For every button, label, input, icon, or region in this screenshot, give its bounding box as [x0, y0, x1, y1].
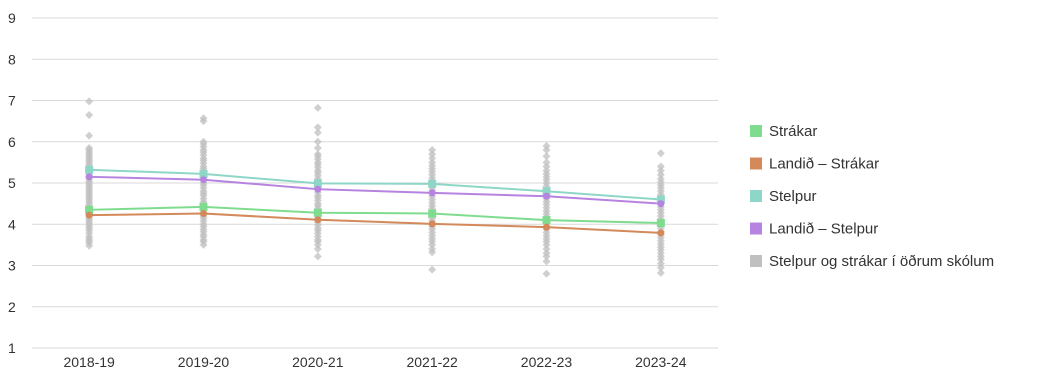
scatter-point	[656, 263, 665, 272]
x-tick-label: 2019-20	[178, 354, 230, 370]
legend-swatch	[750, 255, 762, 267]
scatter-point	[85, 131, 94, 140]
series-point	[85, 211, 93, 219]
scatter-point	[428, 146, 437, 154]
series-point	[313, 179, 322, 188]
legend-swatch	[750, 157, 762, 170]
x-axis: 2018-19 2019-20 2020-21 2021-22 2022-23 2023-…	[63, 354, 686, 370]
x-tick-label: 2018-19	[63, 354, 115, 370]
legend-label: Strákar	[769, 123, 817, 140]
series-point	[656, 195, 665, 204]
scatter-point	[313, 128, 322, 137]
scatter-point	[656, 174, 665, 183]
legend-label: Landið – Stelpur	[769, 221, 878, 238]
scatter-point	[542, 249, 551, 258]
series-point	[657, 200, 665, 208]
series-point	[85, 165, 94, 174]
y-tick-label: 6	[8, 134, 16, 150]
legend-label: Stelpur og strákar í öðrum skólum	[769, 253, 994, 270]
x-tick-label: 2022-23	[521, 354, 573, 370]
scatter-point	[85, 110, 94, 119]
scatter-point	[542, 166, 551, 175]
scatter-point	[428, 265, 437, 274]
y-tick-label: 7	[8, 93, 16, 109]
series-point	[314, 216, 322, 224]
series-lines	[89, 168, 661, 234]
x-tick-label: 2023-24	[635, 354, 687, 370]
legend-swatch	[750, 222, 762, 235]
series-point	[542, 187, 551, 196]
scatter-point	[428, 150, 437, 159]
y-tick-label: 5	[8, 175, 16, 191]
scatter-point	[313, 103, 322, 112]
series-line	[89, 168, 661, 201]
scatter-point	[313, 252, 322, 261]
legend-swatch	[750, 190, 762, 202]
y-tick-label: 8	[8, 51, 16, 67]
scatter-point	[542, 245, 551, 253]
series-line	[89, 175, 661, 205]
scatter-point	[313, 150, 322, 159]
series-point	[85, 173, 93, 181]
scatter-point	[542, 152, 551, 161]
scatter-points	[85, 97, 665, 278]
series-point	[85, 205, 94, 214]
scatter-point	[428, 154, 437, 163]
series-point	[313, 208, 322, 217]
series-point	[542, 216, 551, 225]
legend: Strákar Landið – Strákar Stelpur Landið – S…	[750, 123, 994, 270]
y-axis: 1 2 3 4 5 6 7 8 9	[8, 10, 16, 356]
series-point	[543, 223, 550, 231]
scatter-point	[428, 158, 437, 167]
scatter-point	[542, 141, 551, 150]
scatter-point	[656, 162, 665, 171]
series-point	[199, 169, 208, 178]
scatter-point	[656, 268, 665, 277]
series-point	[428, 220, 436, 228]
scatter-point	[542, 269, 551, 278]
scatter-point	[542, 158, 551, 167]
series-point	[543, 192, 550, 200]
x-tick-label: 2021-22	[406, 354, 458, 370]
series-point	[428, 189, 436, 197]
scatter-point	[542, 257, 551, 266]
y-tick-label: 2	[8, 299, 16, 315]
scatter-point	[656, 259, 665, 268]
scatter-point	[313, 137, 322, 146]
scatter-point	[199, 137, 208, 146]
series-markers	[85, 165, 665, 237]
series-point	[428, 209, 437, 218]
scatter-point	[313, 245, 322, 253]
scatter-point	[542, 162, 551, 171]
scatter-point	[428, 245, 437, 253]
scatter-point	[313, 123, 322, 132]
scatter-point	[656, 170, 665, 179]
scatter-point	[656, 166, 665, 175]
y-tick-label: 4	[8, 216, 16, 232]
series-point	[657, 229, 665, 237]
legend-swatch	[750, 125, 762, 137]
scatter-point	[313, 143, 322, 152]
series-line	[89, 205, 661, 225]
y-tick-label: 1	[8, 340, 16, 356]
y-tick-label: 3	[8, 258, 16, 274]
scatter-point	[85, 97, 94, 106]
y-tick-label: 9	[8, 10, 16, 26]
series-point	[200, 176, 207, 184]
scatter-point	[656, 149, 665, 158]
series-point	[428, 179, 437, 188]
series-point	[656, 219, 665, 228]
series-line	[89, 212, 661, 234]
scatter-point	[199, 114, 208, 123]
legend-label: Landið – Strákar	[769, 156, 879, 173]
x-tick-label: 2020-21	[292, 354, 344, 370]
scatter-point	[85, 143, 94, 152]
scatter-point	[542, 146, 551, 154]
series-point	[314, 185, 322, 193]
legend-label: Stelpur	[769, 188, 817, 205]
series-point	[200, 210, 207, 218]
series-point	[199, 202, 208, 211]
